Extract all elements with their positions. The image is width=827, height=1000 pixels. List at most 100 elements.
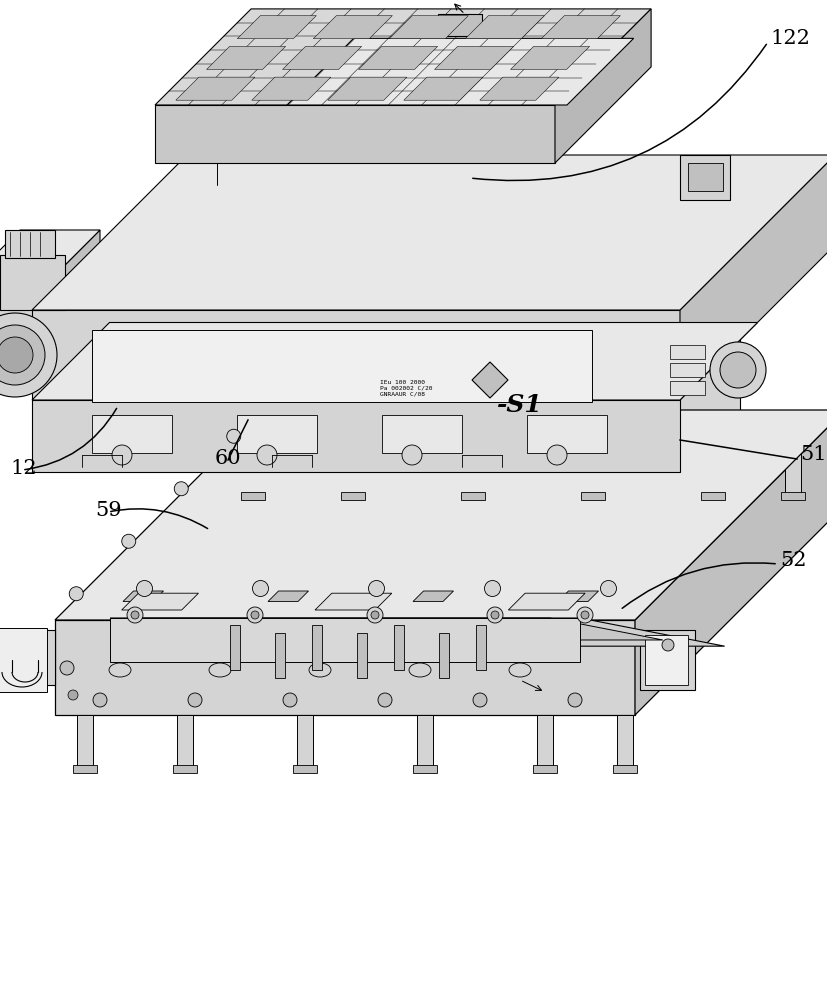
Bar xyxy=(312,625,322,670)
Circle shape xyxy=(709,342,765,398)
Circle shape xyxy=(600,580,616,596)
Polygon shape xyxy=(287,38,633,105)
Bar xyxy=(616,715,632,770)
Bar xyxy=(230,625,240,670)
Bar xyxy=(704,452,720,497)
Polygon shape xyxy=(122,593,198,610)
Circle shape xyxy=(136,580,152,596)
Text: IEu 100 2000
Pa 002002 C/20
GNRAAUR C/08: IEu 100 2000 Pa 002002 C/20 GNRAAUR C/08 xyxy=(380,380,432,396)
Circle shape xyxy=(0,313,57,397)
Bar xyxy=(92,415,172,453)
Circle shape xyxy=(188,693,202,707)
Circle shape xyxy=(174,482,188,496)
Polygon shape xyxy=(389,16,468,39)
Circle shape xyxy=(252,580,268,596)
Circle shape xyxy=(484,580,500,596)
Polygon shape xyxy=(566,38,633,130)
Polygon shape xyxy=(32,322,757,400)
Circle shape xyxy=(547,445,566,465)
Circle shape xyxy=(402,445,422,465)
Text: 122: 122 xyxy=(769,29,809,48)
Circle shape xyxy=(68,690,78,700)
Bar xyxy=(173,765,197,773)
Bar xyxy=(537,715,552,770)
Polygon shape xyxy=(327,77,406,100)
Polygon shape xyxy=(50,230,100,380)
Polygon shape xyxy=(0,630,55,685)
Polygon shape xyxy=(313,16,392,39)
Ellipse shape xyxy=(109,663,131,677)
Bar xyxy=(784,452,800,497)
Polygon shape xyxy=(471,362,508,398)
Bar xyxy=(73,765,97,773)
Bar xyxy=(526,415,606,453)
Bar xyxy=(345,452,361,497)
Polygon shape xyxy=(541,16,619,39)
Polygon shape xyxy=(206,46,285,69)
Bar xyxy=(245,452,261,497)
Text: 12: 12 xyxy=(10,458,36,478)
Polygon shape xyxy=(508,593,585,610)
Bar xyxy=(439,633,449,678)
Bar xyxy=(581,492,605,500)
Circle shape xyxy=(486,607,502,623)
Text: 60: 60 xyxy=(215,448,241,468)
Circle shape xyxy=(93,693,107,707)
Bar xyxy=(381,415,461,453)
Polygon shape xyxy=(282,46,361,69)
Polygon shape xyxy=(669,310,739,420)
Circle shape xyxy=(0,337,33,373)
Polygon shape xyxy=(55,620,634,715)
Bar xyxy=(413,765,437,773)
Polygon shape xyxy=(679,155,827,400)
Ellipse shape xyxy=(308,663,331,677)
Bar xyxy=(533,765,557,773)
Text: 51: 51 xyxy=(799,446,825,464)
Bar xyxy=(297,715,313,770)
Bar xyxy=(700,492,724,500)
Bar xyxy=(669,381,704,395)
Circle shape xyxy=(576,607,592,623)
Circle shape xyxy=(283,693,297,707)
Polygon shape xyxy=(639,630,694,690)
Polygon shape xyxy=(140,618,662,640)
Circle shape xyxy=(256,445,277,465)
Text: 59: 59 xyxy=(95,500,122,520)
Circle shape xyxy=(0,325,45,385)
Circle shape xyxy=(366,607,383,623)
Bar xyxy=(612,765,636,773)
Polygon shape xyxy=(5,230,55,258)
Polygon shape xyxy=(155,105,554,163)
Ellipse shape xyxy=(509,663,530,677)
Polygon shape xyxy=(314,593,391,610)
Circle shape xyxy=(246,607,263,623)
Bar xyxy=(669,363,704,377)
Bar xyxy=(461,492,485,500)
Bar xyxy=(341,492,365,500)
Polygon shape xyxy=(413,591,453,601)
Polygon shape xyxy=(465,16,543,39)
Bar xyxy=(241,492,265,500)
Circle shape xyxy=(567,693,581,707)
Polygon shape xyxy=(479,77,558,100)
Polygon shape xyxy=(5,635,47,680)
Circle shape xyxy=(131,611,139,619)
Polygon shape xyxy=(92,330,591,402)
Polygon shape xyxy=(110,618,724,646)
Polygon shape xyxy=(268,591,308,601)
Bar xyxy=(357,633,367,678)
Bar xyxy=(275,633,285,678)
Polygon shape xyxy=(32,400,679,472)
Polygon shape xyxy=(0,230,100,280)
Bar xyxy=(585,452,600,497)
Bar xyxy=(177,715,193,770)
Bar xyxy=(394,625,404,670)
Bar xyxy=(780,492,804,500)
Circle shape xyxy=(472,693,486,707)
Bar xyxy=(417,715,433,770)
Polygon shape xyxy=(0,628,47,692)
Polygon shape xyxy=(644,635,687,685)
Polygon shape xyxy=(32,310,679,400)
Polygon shape xyxy=(155,9,650,105)
Ellipse shape xyxy=(208,663,231,677)
